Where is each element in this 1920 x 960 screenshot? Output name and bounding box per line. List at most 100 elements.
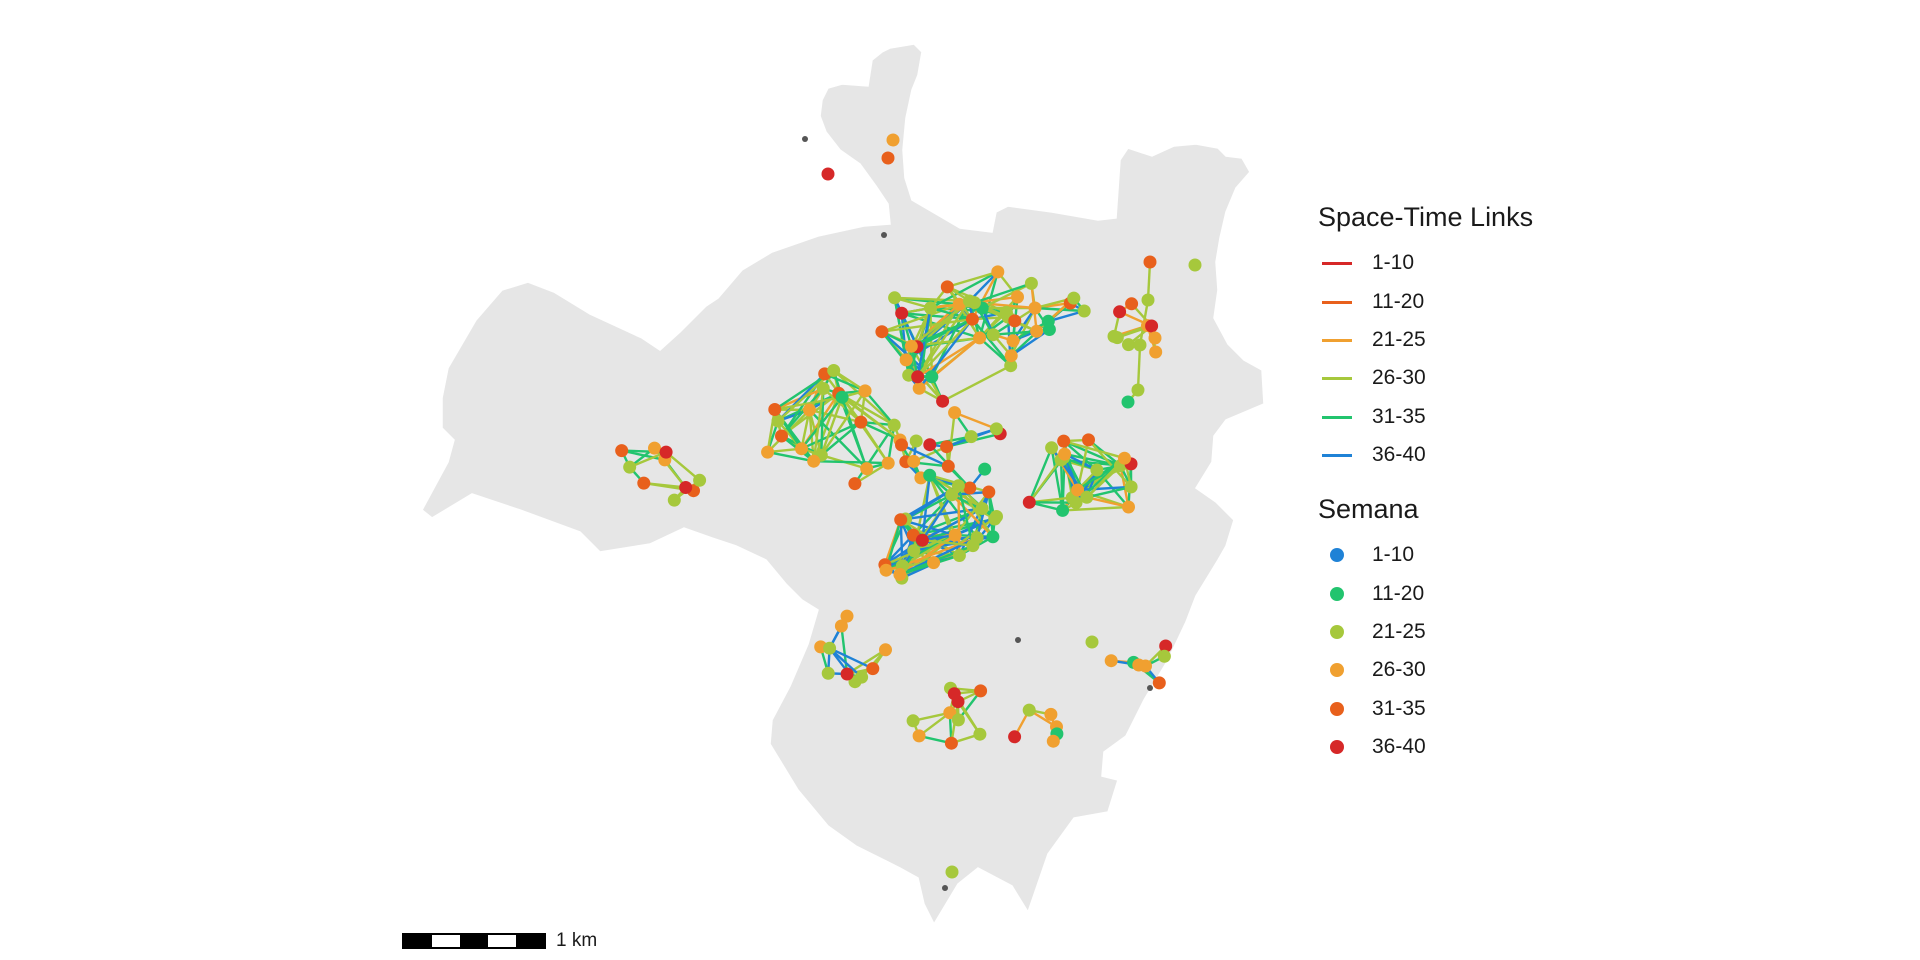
- legend-semana-item-2: 11-20: [1318, 574, 1426, 612]
- legend-semana-label: 31-35: [1372, 696, 1426, 720]
- case-point: [936, 394, 950, 408]
- case-point: [1121, 395, 1135, 409]
- case-point: [1122, 500, 1135, 514]
- scale-bar-graphic: [402, 933, 546, 949]
- case-point: [827, 364, 841, 377]
- legend-line-swatch: [1320, 406, 1354, 428]
- case-point: [1069, 496, 1083, 510]
- case-point: [848, 477, 862, 491]
- legend-dot-swatch: [1320, 698, 1354, 720]
- legend-links-item-1: 1-10: [1318, 244, 1533, 282]
- case-point: [912, 381, 926, 395]
- space-time-link: [916, 306, 932, 378]
- case-point: [912, 729, 926, 743]
- space-time-link: [929, 270, 999, 310]
- case-point: [881, 456, 895, 470]
- legend-semana-item-3: 21-25: [1318, 613, 1426, 651]
- legend-links-label: 11-20: [1372, 289, 1425, 313]
- legend-links-item-6: 36-40: [1318, 436, 1533, 474]
- case-point: [761, 445, 775, 459]
- case-point: [907, 454, 921, 468]
- case-point: [1125, 297, 1139, 311]
- case-point: [821, 666, 835, 680]
- case-point: [1090, 463, 1104, 477]
- case-point: [925, 370, 939, 384]
- case-point: [923, 438, 937, 452]
- case-points: [615, 133, 1202, 891]
- case-point: [1143, 255, 1157, 269]
- space-time-link: [1085, 485, 1133, 499]
- space-time-link: [1136, 344, 1142, 391]
- case-point: [986, 328, 1000, 342]
- case-point: [964, 430, 978, 444]
- case-point: [945, 488, 959, 502]
- space-time-link: [1062, 439, 1126, 460]
- legend-dot-swatch: [1320, 736, 1354, 758]
- case-point: [904, 339, 918, 353]
- space-time-link: [840, 624, 849, 676]
- space-time-link: [1085, 496, 1130, 509]
- case-point: [795, 442, 808, 456]
- case-point: [840, 667, 854, 681]
- legend-line-swatch: [1320, 367, 1354, 389]
- case-point: [1044, 707, 1058, 721]
- case-point: [771, 414, 785, 428]
- case-point: [951, 479, 965, 493]
- legend-links-label: 26-30: [1372, 366, 1426, 390]
- space-time-link: [840, 396, 902, 442]
- legend-semana-label: 21-25: [1372, 619, 1426, 643]
- case-point: [1028, 301, 1042, 315]
- space-time-link: [916, 336, 981, 378]
- space-time-link: [932, 515, 998, 564]
- case-point: [1077, 304, 1091, 318]
- case-point: [679, 481, 693, 494]
- case-point: [823, 641, 837, 655]
- legend-semana: Semana 1-10 11-20 21-25 26-30 31-35 36-4…: [1318, 492, 1426, 766]
- space-time-link: [863, 389, 896, 427]
- case-point: [895, 438, 908, 452]
- case-point: [667, 493, 681, 507]
- case-point: [973, 331, 987, 345]
- case-point: [834, 619, 848, 633]
- case-point: [1030, 324, 1044, 338]
- case-point: [835, 390, 849, 404]
- case-point: [1058, 447, 1072, 461]
- case-point: [840, 609, 854, 623]
- legend-semana-label: 11-20: [1372, 581, 1425, 605]
- space-time-link: [1028, 446, 1053, 504]
- space-time-link: [820, 396, 844, 457]
- case-point: [967, 296, 981, 310]
- case-point: [943, 706, 957, 720]
- space-time-link: [1087, 438, 1133, 489]
- legend-semana-label: 36-40: [1372, 735, 1426, 759]
- case-point: [1149, 345, 1163, 359]
- space-time-link: [664, 450, 701, 482]
- case-point: [1008, 730, 1022, 744]
- case-point: [888, 291, 902, 305]
- case-point: [1024, 276, 1038, 290]
- space-time-link: [971, 318, 1012, 367]
- case-point: [909, 434, 923, 448]
- space-time-link: [773, 396, 844, 411]
- case-point: [894, 513, 908, 527]
- case-point: [948, 406, 962, 420]
- case-point: [816, 382, 830, 395]
- space-time-link: [820, 420, 863, 457]
- case-point: [1067, 291, 1081, 305]
- case-point: [940, 440, 954, 454]
- space-time-link: [950, 493, 998, 518]
- legend-links-title: Space-Time Links: [1318, 202, 1534, 232]
- case-point: [875, 325, 889, 339]
- case-point: [1133, 338, 1147, 352]
- case-point: [941, 459, 955, 473]
- legend-line-swatch: [1320, 329, 1354, 351]
- case-point: [991, 265, 1005, 279]
- case-point: [855, 670, 869, 684]
- case-point: [1124, 480, 1138, 494]
- legend-links-item-3: 21-25: [1318, 321, 1533, 359]
- case-point: [1085, 635, 1099, 649]
- case-point: [623, 460, 637, 474]
- space-time-link: [823, 372, 867, 393]
- case-point: [951, 713, 965, 727]
